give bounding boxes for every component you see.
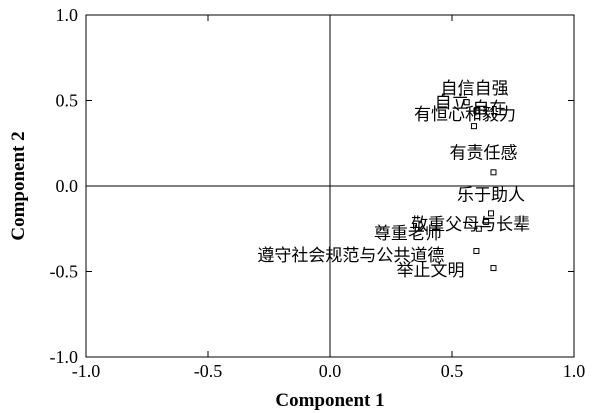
x-tick-label: 0.0 bbox=[319, 361, 342, 381]
data-point bbox=[473, 247, 480, 254]
data-point-label: 自立 bbox=[435, 93, 469, 113]
y-tick-label: 0.0 bbox=[56, 176, 79, 196]
y-axis-label: Component 2 bbox=[8, 131, 29, 240]
x-axis-label: Component 1 bbox=[275, 390, 384, 411]
tick-labels: -1.0 -0.5 0.0 0.5 1.0 1.0 0.5 0.0 -0.5 -1.0 bbox=[50, 5, 586, 381]
axis-ticks bbox=[85, 14, 575, 358]
data-point bbox=[483, 218, 490, 225]
data-point bbox=[488, 210, 495, 217]
x-tick-label: 0.5 bbox=[441, 361, 464, 381]
data-point-label: 尊重老师 bbox=[374, 224, 442, 244]
x-tick-label: -1.0 bbox=[72, 361, 101, 381]
data-point-label: 有责任感 bbox=[449, 143, 517, 163]
data-point-label: 遵守社会规范与公共道德 bbox=[257, 246, 444, 266]
data-point-label: 举止文明 bbox=[396, 261, 464, 281]
data-point bbox=[475, 225, 482, 232]
y-tick-label: 0.5 bbox=[56, 91, 79, 111]
y-tick-label: -0.5 bbox=[50, 262, 79, 282]
data-point bbox=[463, 99, 470, 106]
reference-lines bbox=[86, 15, 574, 357]
y-tick-label: 1.0 bbox=[56, 5, 79, 25]
data-point bbox=[490, 169, 497, 176]
data-point-label: 自信自强 bbox=[441, 79, 509, 99]
data-point-label: 自在 bbox=[472, 99, 506, 119]
y-tick-label: -1.0 bbox=[50, 347, 79, 367]
data-point bbox=[490, 265, 497, 272]
data-point bbox=[473, 107, 480, 114]
data-point bbox=[470, 123, 477, 130]
data-markers bbox=[463, 99, 497, 272]
x-tick-label: -0.5 bbox=[194, 361, 223, 381]
data-point-label: 乐于助人 bbox=[457, 185, 525, 205]
data-point-label: 敬重父母与长辈 bbox=[411, 215, 530, 235]
x-tick-label: 1.0 bbox=[563, 361, 586, 381]
data-point-label: 有恒心和毅力 bbox=[414, 105, 516, 125]
